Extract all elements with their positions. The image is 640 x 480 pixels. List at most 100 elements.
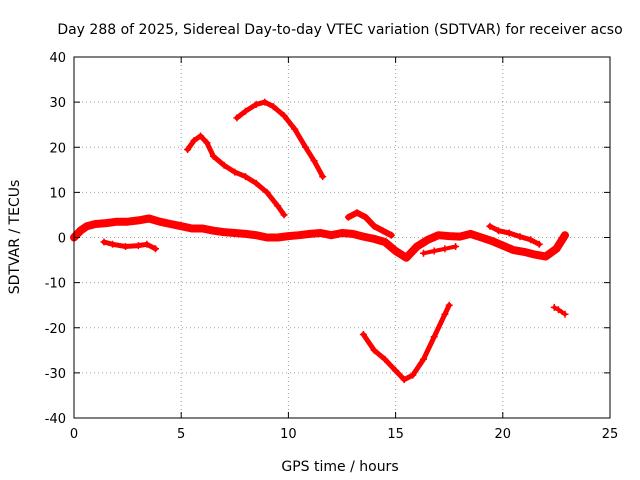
y-tick-label: -20 <box>45 322 66 337</box>
data-point <box>231 229 239 237</box>
data-point <box>349 230 357 238</box>
data-point <box>209 227 217 235</box>
data-point <box>252 231 260 239</box>
y-axis-label: SDTVAR / TECUs <box>7 180 23 295</box>
data-point <box>134 216 142 224</box>
data-point <box>520 248 528 256</box>
data-point <box>317 229 325 237</box>
data-point <box>152 245 159 253</box>
data-point <box>100 238 108 246</box>
data-point <box>510 246 517 254</box>
data-point <box>424 236 432 244</box>
y-tick-label: -10 <box>45 277 66 292</box>
data-point <box>359 233 367 241</box>
data-point <box>400 376 408 384</box>
data-point <box>452 243 460 250</box>
data-point <box>353 209 361 217</box>
data-point <box>477 234 485 241</box>
data-point <box>76 227 84 235</box>
chart-title: Day 288 of 2025, Sidereal Day-to-day VTE… <box>57 22 622 38</box>
data-point <box>338 229 346 237</box>
data-point <box>381 355 389 363</box>
data-point <box>430 333 438 341</box>
data-point <box>370 235 378 243</box>
series-line <box>185 133 287 218</box>
y-tick-label: 40 <box>49 51 66 66</box>
data-point <box>561 231 569 239</box>
data-point <box>109 240 117 248</box>
data-point <box>145 215 153 222</box>
data-point <box>143 240 151 248</box>
data-point <box>550 303 558 311</box>
data-point <box>280 211 288 219</box>
data-point <box>263 234 271 241</box>
data-point <box>387 231 395 239</box>
data-point <box>274 234 282 241</box>
data-point <box>535 240 543 248</box>
data-point <box>344 213 352 221</box>
data-point <box>261 98 269 106</box>
data-point <box>327 231 335 239</box>
data-point <box>242 107 249 115</box>
data-point <box>220 161 228 169</box>
data-point <box>209 152 217 160</box>
series-layer <box>70 98 569 384</box>
data-point <box>263 188 271 196</box>
series-line <box>360 302 452 383</box>
data-point <box>495 227 502 235</box>
data-point <box>134 242 142 250</box>
data-point <box>552 245 560 253</box>
data-point <box>542 253 550 260</box>
data-point <box>319 173 327 181</box>
data-point <box>274 202 282 210</box>
data-point <box>531 251 539 259</box>
x-tick-label: 15 <box>387 427 404 442</box>
series-low-segment <box>100 238 159 253</box>
x-tick-label: 5 <box>177 427 185 442</box>
data-point <box>505 229 513 237</box>
data-point <box>220 228 228 236</box>
data-point <box>122 243 129 250</box>
data-point <box>102 219 110 227</box>
data-point <box>467 230 475 238</box>
data-point <box>381 238 389 246</box>
data-point <box>370 222 378 230</box>
data-point <box>302 143 310 151</box>
data-point <box>486 222 494 230</box>
y-tick-label: 10 <box>49 186 66 201</box>
data-point <box>555 306 562 314</box>
series-isolated-right <box>550 303 569 318</box>
data-point <box>445 232 453 240</box>
x-tick-label: 25 <box>602 427 619 442</box>
data-point <box>527 236 535 244</box>
data-point <box>113 218 121 226</box>
series-line <box>101 239 158 252</box>
data-point <box>370 346 378 354</box>
data-point <box>561 310 569 318</box>
ticks: 0 5 10 15 20 25 -40 -30 -20 -10 0 10 20 30 40 <box>45 51 619 442</box>
series-line <box>421 244 458 256</box>
data-point <box>231 168 239 176</box>
data-point <box>91 220 99 228</box>
x-axis-label: GPS time / hours <box>281 459 398 475</box>
y-tick-label: -30 <box>45 367 66 382</box>
series-arc-upper-right <box>233 98 327 181</box>
data-point <box>409 371 417 379</box>
series-arc-upper-left <box>184 132 288 219</box>
data-point <box>188 225 196 232</box>
data-point <box>392 367 400 375</box>
data-point <box>199 225 207 232</box>
data-point <box>392 247 400 255</box>
data-point <box>284 232 292 240</box>
data-point <box>435 231 442 239</box>
data-point <box>184 146 192 153</box>
data-point <box>269 103 277 111</box>
series-bump-mid <box>344 209 395 239</box>
series-main-band <box>70 214 569 262</box>
series-right-upper-segment <box>486 222 543 248</box>
y-tick-label: 0 <box>58 232 66 247</box>
data-point <box>242 173 249 181</box>
data-point <box>499 242 507 250</box>
data-point <box>177 222 185 230</box>
